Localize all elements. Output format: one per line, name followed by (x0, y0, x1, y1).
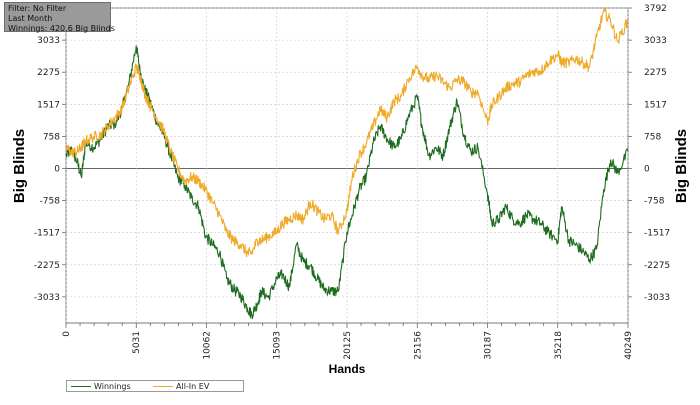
x-tick-label: 30187 (484, 331, 494, 360)
winnings-summary: Winnings: 420.6 Big Blinds (8, 24, 115, 33)
y-axis-label-left: Big Blinds (11, 129, 28, 203)
y-tick-label-right: 0 (644, 165, 650, 175)
legend: Winnings All-In EV (66, 380, 244, 392)
y-tick-label-right: 1517 (644, 100, 667, 110)
legend-swatch-winnings (71, 386, 91, 387)
y-tick-label-left: 2275 (37, 68, 60, 78)
x-tick-label: 25156 (413, 331, 423, 360)
y-tick-label-left: 1517 (37, 100, 60, 110)
y-tick-label-right: 3033 (644, 36, 667, 46)
gridlines (65, 7, 629, 323)
series-line-winnings (65, 45, 629, 319)
legend-label-all-in-ev: All-In EV (176, 382, 210, 391)
y-tick-label-right: -1517 (644, 229, 670, 239)
legend-swatch-all-in-ev (153, 386, 173, 387)
y-tick-label-left: 3033 (37, 36, 60, 46)
y-tick-label-left: -3033 (34, 293, 60, 303)
y-tick-label-left: -2275 (34, 261, 60, 271)
y-tick-label-left: 0 (54, 165, 60, 175)
series-line-all-in-ev (65, 7, 629, 258)
info-box: Filter: No Filter Last Month Winnings: 4… (4, 2, 115, 33)
series-layer (65, 7, 629, 319)
legend-item-all-in-ev: All-In EV (153, 382, 209, 391)
y-tick-label-right: -2275 (644, 261, 670, 271)
x-tick-label: 20125 (343, 331, 353, 360)
y-tick-label-left: -1517 (34, 229, 60, 239)
legend-label-winnings: Winnings (94, 382, 131, 391)
x-tick-label: 5031 (132, 331, 142, 354)
y-tick-label-right: 3792 (644, 4, 667, 14)
x-axis-label: Hands (329, 362, 366, 376)
x-tick-label: 0 (62, 331, 72, 337)
filter-text: Filter: No Filter (8, 4, 67, 13)
y-tick-label-right: 758 (644, 132, 661, 142)
x-tick-label: 40249 (624, 331, 634, 360)
y-tick-label-right: 2275 (644, 68, 667, 78)
axes: -3033 -2275 -1517 -758 0 758 1517 2275 3033 -3033… (34, 4, 670, 360)
x-tick-label: 15093 (273, 331, 283, 360)
x-tick-label: 35218 (554, 331, 564, 360)
legend-item-winnings: Winnings (71, 382, 131, 391)
y-axis-label-right: Big Blinds (673, 129, 690, 203)
x-tick-label: 10062 (202, 331, 212, 360)
y-tick-label-right: -3033 (644, 293, 670, 303)
y-tick-label-right: -758 (644, 197, 665, 207)
y-tick-label-left: -758 (40, 197, 61, 207)
period-text: Last Month (8, 14, 53, 23)
y-tick-label-left: 758 (43, 132, 60, 142)
